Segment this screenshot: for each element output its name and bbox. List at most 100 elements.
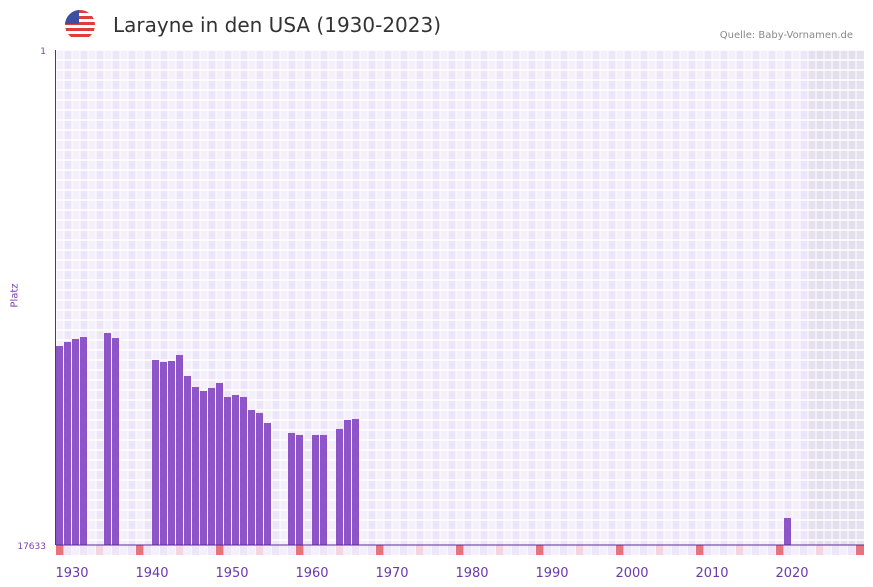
bar-1942 [152, 359, 159, 545]
bar-1933 [80, 337, 87, 545]
x-tick-label: 1950 [215, 566, 248, 581]
year-marker [736, 545, 744, 555]
grid-column [592, 50, 600, 545]
year-marker [376, 545, 384, 555]
marker-cell [112, 545, 120, 555]
marker-cell [128, 545, 136, 555]
grid-column [712, 50, 720, 545]
marker-cell [528, 545, 536, 555]
grid-column [624, 50, 632, 545]
grid-column [728, 50, 736, 545]
x-tick-label: 1970 [375, 566, 408, 581]
grid-column [632, 50, 640, 545]
grid-column [568, 50, 576, 545]
bar-1965 [336, 428, 343, 545]
future-shade [848, 50, 856, 545]
marker-cell [664, 545, 672, 555]
marker-cell [760, 545, 768, 555]
grid-column [672, 50, 680, 545]
grid-column [800, 50, 808, 545]
grid-column [440, 50, 448, 545]
year-marker [696, 545, 704, 555]
grid-column [720, 50, 728, 545]
grid-column [208, 50, 216, 545]
marker-cell [144, 545, 152, 555]
marker-cell [312, 545, 320, 555]
grid-column [784, 50, 792, 545]
grid-column [416, 50, 424, 545]
marker-cell [272, 545, 280, 555]
grid-column [696, 50, 704, 545]
marker-cell [280, 545, 288, 555]
grid-column [392, 50, 400, 545]
grid-column [424, 50, 432, 545]
bar-1956 [264, 422, 271, 545]
bar-1966 [344, 419, 351, 545]
grid-column [376, 50, 384, 545]
grid-column [776, 50, 784, 545]
grid-column [648, 50, 656, 545]
marker-cell [352, 545, 360, 555]
grid-column [248, 50, 256, 545]
marker-cell [712, 545, 720, 555]
x-tick-label: 1930 [55, 566, 88, 581]
marker-cell [768, 545, 776, 555]
bar-1943 [160, 361, 167, 545]
grid-column [280, 50, 288, 545]
bar-1963 [320, 434, 327, 545]
grid-column [120, 50, 128, 545]
bar-1944 [168, 361, 175, 545]
marker-cell [440, 545, 448, 555]
marker-cell [592, 545, 600, 555]
marker-cell [192, 545, 200, 555]
marker-cell [64, 545, 72, 555]
marker-cell [808, 545, 816, 555]
year-marker [816, 545, 824, 555]
marker-cell [448, 545, 456, 555]
marker-cell [72, 545, 80, 555]
marker-cell [840, 545, 848, 555]
bar-1950 [216, 382, 223, 545]
bar-1962 [312, 434, 319, 545]
grid-column [216, 50, 224, 545]
grid-column [232, 50, 240, 545]
grid-column [272, 50, 280, 545]
grid-column [688, 50, 696, 545]
bar-1945 [176, 354, 183, 545]
x-tick-label: 1980 [455, 566, 488, 581]
year-marker [56, 545, 64, 555]
marker-cell [328, 545, 336, 555]
marker-cell [488, 545, 496, 555]
grid-column [560, 50, 568, 545]
year-marker [136, 545, 144, 555]
marker-cell [344, 545, 352, 555]
bar-1951 [224, 396, 231, 545]
future-shade [832, 50, 840, 545]
grid-column [536, 50, 544, 545]
grid-column [400, 50, 408, 545]
marker-cell [432, 545, 440, 555]
grid-column [480, 50, 488, 545]
grid-column [88, 50, 96, 545]
grid-column [664, 50, 672, 545]
grid-column [320, 50, 328, 545]
bar-1936 [104, 333, 111, 545]
grid-column [464, 50, 472, 545]
grid-column [128, 50, 136, 545]
marker-cell [168, 545, 176, 555]
grid-column [792, 50, 800, 545]
marker-cell [632, 545, 640, 555]
x-tick-label: 2000 [615, 566, 648, 581]
bar-1960 [296, 434, 303, 545]
marker-cell [472, 545, 480, 555]
grid-column [168, 50, 176, 545]
grid-column [288, 50, 296, 545]
grid-column [304, 50, 312, 545]
marker-cell [120, 545, 128, 555]
marker-cell [80, 545, 88, 555]
grid-column [768, 50, 776, 545]
bar-1949 [208, 387, 215, 545]
x-tick-label: 1960 [295, 566, 328, 581]
marker-cell [504, 545, 512, 555]
